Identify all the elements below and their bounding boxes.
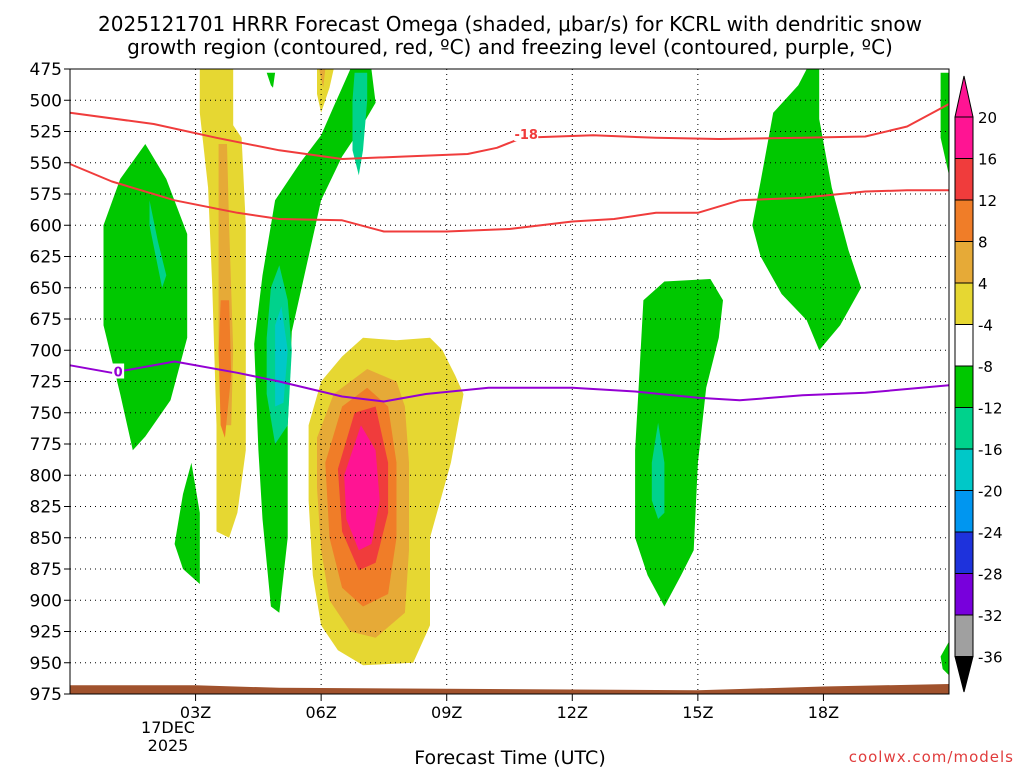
colorbar-swatch-last [954,614,974,657]
y-tick-label-800: 800 [30,466,62,486]
colorbar-label-13: -36 [978,649,1003,667]
y-tick-label-750: 750 [30,404,62,424]
omega-region-7 [266,72,276,88]
x-tick-label-03Z: 03Z [180,703,211,722]
colorbar-swatch-11 [954,573,974,616]
colorbar-swatch-8 [954,448,974,491]
x-date-day: 17DEC [141,718,195,737]
y-axis: 475 500 525 550 575 600 625 650 675 700 725 750 775 8… [30,60,70,705]
colorbar-label-10: -24 [978,524,1003,542]
colorbar-swatch-1 [954,158,974,201]
colorbar-swatch-3 [954,241,974,284]
colorbar-label-8: -16 [978,441,1003,459]
omega-region-4 [352,72,368,176]
y-tick-label-875: 875 [30,560,62,580]
colorbar-swatch-5 [954,324,974,367]
contour-line-0 [69,103,950,160]
colorbar-label-2: 12 [978,192,997,210]
chart-title-line2: growth region (contoured, red, ºC) and f… [127,35,893,59]
y-tick-label-725: 725 [30,373,62,393]
omega-region-15 [218,300,232,438]
omega-region-1 [149,200,167,288]
x-tick-label-06Z: 06Z [305,703,336,722]
colorbar-label-5: -4 [978,317,993,335]
colorbar: 20 16 12 8 4 -4 -8 -12 -16 -20 -24 -28 -32 -36 [954,75,1003,693]
omega-shading [103,69,949,676]
colorbar-swatch-6 [954,365,974,408]
watermark: coolwx.com/models [849,748,1014,766]
colorbar-swatch-10 [954,531,974,574]
y-tick-label-525: 525 [30,123,62,143]
y-tick-label-925: 925 [30,623,62,643]
contour-label-2: 0 [114,366,123,381]
temperature-contours: -18 0 [69,103,950,403]
colorbar-label-6: -8 [978,358,993,376]
omega-region-9 [651,422,665,519]
omega-region-8 [635,279,723,607]
colorbar-label-11: -28 [978,566,1003,584]
y-tick-label-675: 675 [30,310,62,330]
colorbar-label-4: 4 [978,275,988,293]
contour-label-bg-0 [514,126,539,141]
x-date-year: 2025 [148,736,189,755]
y-tick-label-625: 625 [30,248,62,268]
omega-region-10 [752,69,862,351]
colorbar-label-9: -20 [978,483,1003,501]
x-tick-label-18Z: 18Z [808,703,839,722]
contour-line-2 [69,360,950,403]
colorbar-swatch-7 [954,407,974,450]
omega-region-2 [174,462,200,584]
colorbar-label-3: 8 [978,234,988,252]
x-tick-label-12Z: 12Z [557,703,588,722]
colorbar-swatch-2 [954,199,974,242]
plot-area: -18 0 [69,68,950,695]
x-axis-label: Forecast Time (UTC) [414,747,605,768]
colorbar-swatch-0 [954,116,974,159]
y-tick-label-600: 600 [30,216,62,236]
omega-region-17 [319,69,326,88]
colorbar-bottom-arrow [954,656,974,693]
x-tick-label-09Z: 09Z [431,703,462,722]
colorbar-label-0: 20 [978,109,997,127]
omega-region-0 [103,144,188,451]
terrain [70,684,949,694]
y-tick-label-700: 700 [30,341,62,361]
y-tick-label-900: 900 [30,591,62,611]
y-tick-label-850: 850 [30,529,62,549]
colorbar-label-7: -12 [978,400,1003,418]
contour-label-0: -18 [514,128,538,143]
omega-region-11 [940,72,949,176]
omega-region-22 [344,425,380,551]
y-tick-label-475: 475 [30,60,62,80]
contour-line-1 [69,163,949,233]
chart-title-line1: 2025121701 HRRR Forecast Omega (shaded, … [98,12,922,36]
y-tick-label-825: 825 [30,498,62,518]
colorbar-swatch-9 [954,490,974,533]
colorbar-swatch-4 [954,282,974,325]
omega-region-3 [254,69,376,613]
y-tick-label-550: 550 [30,154,62,174]
contour-label-bg-2 [112,363,125,379]
x-tick-label-15Z: 15Z [682,703,713,722]
y-tick-label-975: 975 [30,685,62,705]
omega-region-12 [940,641,949,676]
colorbar-label-12: -32 [978,607,1003,625]
x-axis: 03Z 06Z 09Z 12Z 15Z 18Z [180,694,839,722]
y-tick-label-650: 650 [30,279,62,299]
y-tick-label-950: 950 [30,654,62,674]
colorbar-label-1: 16 [978,151,997,169]
y-tick-label-775: 775 [30,435,62,455]
grid-lines [70,68,949,695]
y-tick-label-575: 575 [30,185,62,205]
y-tick-label-500: 500 [30,91,62,111]
